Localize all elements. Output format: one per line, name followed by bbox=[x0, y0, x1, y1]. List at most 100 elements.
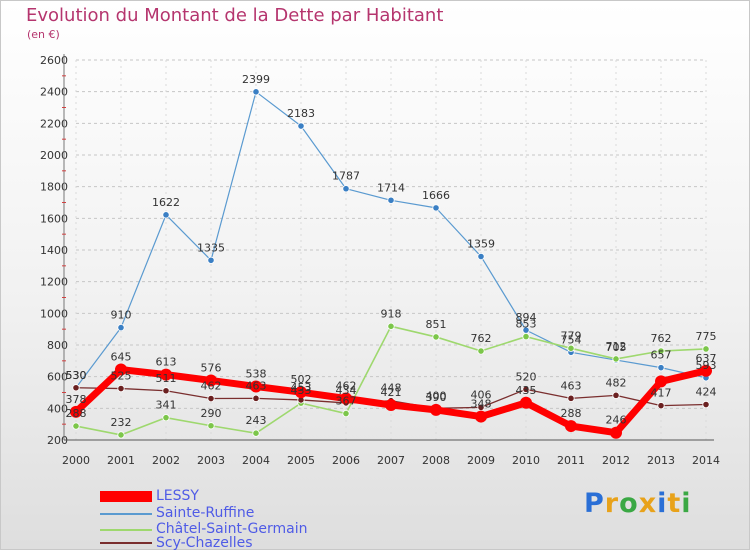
data-point-lessy bbox=[295, 386, 307, 399]
data-point-lessy bbox=[565, 420, 577, 433]
data-point-chatel-saint-germain bbox=[387, 322, 395, 330]
legend-label-sainte-ruffine: Sainte-Ruffine bbox=[156, 505, 255, 521]
data-label-scy-chazelles: 406 bbox=[471, 388, 492, 401]
proxiti-logo: Proxiti bbox=[584, 488, 692, 519]
data-point-sainte-ruffine bbox=[117, 323, 125, 332]
data-point-lessy bbox=[430, 403, 442, 416]
data-label-chatel-saint-germain: 779 bbox=[561, 329, 582, 342]
data-label-chatel-saint-germain: 918 bbox=[381, 307, 402, 320]
data-point-sainte-ruffine bbox=[297, 122, 305, 130]
data-label-scy-chazelles: 463 bbox=[246, 379, 267, 392]
data-label-sainte-ruffine: 530 bbox=[66, 369, 87, 382]
y-tick-label: 1200 bbox=[40, 276, 68, 289]
logo-letter: o bbox=[619, 488, 639, 519]
y-tick-label: 1000 bbox=[40, 307, 68, 320]
logo-letter: t bbox=[667, 488, 682, 519]
x-tick-label: 2010 bbox=[512, 454, 540, 467]
data-label-sainte-ruffine: 910 bbox=[111, 309, 132, 322]
legend-swatch-chatel-saint-germain bbox=[100, 529, 152, 531]
x-tick-label: 2003 bbox=[197, 454, 225, 467]
y-tick-label: 400 bbox=[47, 402, 68, 415]
chart-subtitle: (en €) bbox=[27, 28, 60, 41]
x-tick-label: 2011 bbox=[557, 454, 585, 467]
data-point-chatel-saint-germain bbox=[477, 347, 485, 355]
x-tick-label: 2007 bbox=[377, 454, 405, 467]
data-label-scy-chazelles: 417 bbox=[651, 387, 672, 400]
data-label-sainte-ruffine: 2399 bbox=[242, 73, 270, 86]
x-tick-label: 2013 bbox=[647, 454, 675, 467]
y-tick-label: 2000 bbox=[40, 149, 68, 162]
data-point-scy-chazelles bbox=[252, 394, 260, 402]
data-label-sainte-ruffine: 1666 bbox=[422, 189, 450, 202]
logo-letter: x bbox=[638, 488, 658, 519]
data-point-scy-chazelles bbox=[522, 385, 530, 393]
data-label-lessy: 502 bbox=[291, 373, 312, 386]
data-label-chatel-saint-germain: 775 bbox=[696, 330, 717, 343]
data-label-chatel-saint-germain: 851 bbox=[426, 318, 447, 331]
y-tick-label: 2600 bbox=[40, 54, 68, 67]
data-label-lessy: 637 bbox=[696, 352, 717, 365]
y-tick-label: 800 bbox=[47, 339, 68, 352]
data-point-lessy bbox=[250, 380, 262, 393]
logo-letter: i bbox=[657, 488, 668, 519]
data-label-sainte-ruffine: 754 bbox=[561, 333, 582, 346]
data-label-lessy: 390 bbox=[426, 391, 447, 404]
data-point-sainte-ruffine bbox=[432, 204, 440, 212]
data-point-chatel-saint-germain bbox=[702, 345, 710, 353]
x-tick-label: 2009 bbox=[467, 454, 495, 467]
data-point-sainte-ruffine bbox=[207, 256, 215, 264]
data-label-scy-chazelles: 462 bbox=[201, 380, 222, 393]
x-tick-label: 2006 bbox=[332, 454, 360, 467]
data-point-scy-chazelles bbox=[207, 394, 215, 403]
x-tick-label: 2008 bbox=[422, 454, 450, 467]
legend-swatch-sainte-ruffine bbox=[100, 513, 152, 515]
data-point-lessy bbox=[475, 410, 487, 423]
data-point-lessy bbox=[655, 375, 667, 388]
data-point-scy-chazelles bbox=[72, 384, 80, 392]
data-point-lessy bbox=[520, 396, 532, 409]
data-point-chatel-saint-germain bbox=[162, 414, 170, 422]
data-point-chatel-saint-germain bbox=[612, 355, 620, 363]
y-tick-label: 1800 bbox=[40, 181, 68, 194]
x-tick-label: 2004 bbox=[242, 454, 270, 467]
data-point-lessy bbox=[205, 374, 217, 387]
data-label-chatel-saint-germain: 290 bbox=[201, 407, 222, 420]
y-tick-label: 1400 bbox=[40, 244, 68, 257]
data-point-scy-chazelles bbox=[117, 384, 125, 393]
y-tick-label: 2400 bbox=[40, 86, 68, 99]
legend-label-lessy: LESSY bbox=[156, 488, 199, 504]
data-point-chatel-saint-germain bbox=[117, 431, 125, 439]
logo-letter: r bbox=[604, 488, 620, 519]
legend-swatch-scy-chazelles bbox=[100, 542, 152, 544]
legend-label-chatel-saint-germain: Châtel-Saint-Germain bbox=[156, 521, 308, 537]
data-point-scy-chazelles bbox=[567, 394, 575, 402]
logo-letter: i bbox=[681, 488, 692, 519]
data-label-scy-chazelles: 463 bbox=[561, 379, 582, 392]
y-tick-label: 200 bbox=[47, 434, 68, 447]
data-label-scy-chazelles: 511 bbox=[156, 372, 177, 385]
data-label-chatel-saint-germain: 762 bbox=[651, 332, 672, 345]
data-label-lessy: 462 bbox=[336, 380, 357, 393]
data-label-scy-chazelles: 525 bbox=[111, 370, 132, 383]
data-label-lessy: 538 bbox=[246, 367, 267, 380]
data-label-sainte-ruffine: 2183 bbox=[287, 107, 315, 120]
data-point-lessy bbox=[385, 399, 397, 412]
data-label-sainte-ruffine: 705 bbox=[606, 341, 627, 354]
data-label-chatel-saint-germain: 433 bbox=[291, 384, 312, 397]
data-point-scy-chazelles bbox=[657, 402, 665, 410]
data-label-sainte-ruffine: 1335 bbox=[197, 241, 225, 254]
data-point-chatel-saint-germain bbox=[432, 333, 440, 341]
data-label-lessy: 645 bbox=[111, 351, 132, 364]
data-point-chatel-saint-germain bbox=[207, 422, 215, 430]
x-tick-label: 2014 bbox=[692, 454, 720, 467]
data-label-chatel-saint-germain: 853 bbox=[516, 318, 537, 331]
data-point-sainte-ruffine bbox=[657, 364, 665, 372]
data-point-scy-chazelles bbox=[702, 400, 710, 409]
data-label-chatel-saint-germain: 712 bbox=[606, 340, 627, 353]
y-tick-label: 2200 bbox=[40, 117, 68, 130]
data-label-chatel-saint-germain: 243 bbox=[246, 414, 267, 427]
data-label-lessy: 435 bbox=[516, 384, 537, 397]
data-point-chatel-saint-germain bbox=[567, 344, 575, 352]
data-point-lessy bbox=[160, 368, 172, 381]
